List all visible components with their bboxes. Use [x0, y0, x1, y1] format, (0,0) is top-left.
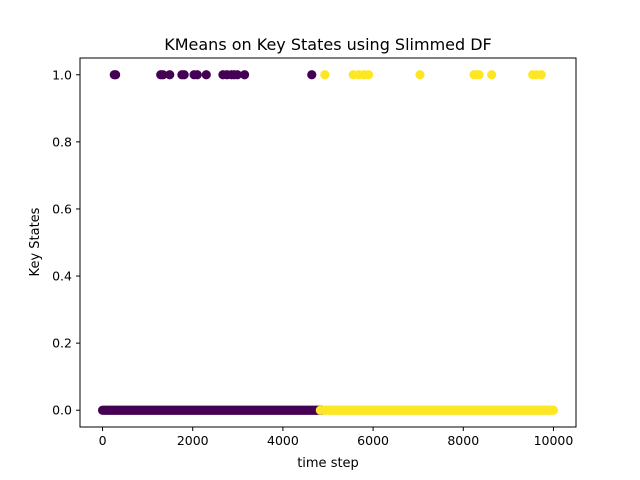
cluster-1-point-y1-12	[536, 70, 546, 80]
x-tick-label-1: 2000	[177, 433, 209, 448]
plot-frame	[79, 57, 577, 428]
cluster-0-point-y1-16	[307, 70, 317, 80]
cluster-0-point-y1-9	[201, 70, 211, 80]
y-tick-label-4: 0.8	[52, 134, 72, 149]
cluster-0-point-y1-15	[239, 70, 250, 80]
x-tick-label-3: 6000	[357, 433, 389, 448]
x-tick-label-0: 0	[99, 433, 107, 448]
y-tick-label-1: 0.2	[52, 336, 72, 351]
x-tick-label-2: 4000	[267, 433, 299, 448]
cluster-1-point-y1-8	[474, 70, 484, 80]
cluster-0-point-y1-8	[192, 70, 202, 80]
cluster-1-point-y0-0	[315, 405, 325, 415]
cluster-1-point-y1-0	[320, 70, 330, 80]
y-tick-label-5: 1.0	[52, 67, 72, 82]
x-axis: 0 2000 4000 6000 8000 10000	[99, 427, 574, 448]
cluster-0-point-y1-1	[111, 70, 121, 80]
y-tick-label-2: 0.4	[52, 269, 72, 284]
y-axis: 0.0 0.2 0.4 0.6 0.8 1.0	[52, 67, 80, 418]
y-tick-label-3: 0.6	[52, 201, 72, 216]
x-axis-label: time step	[297, 456, 359, 471]
cluster-0-point-y1-6	[179, 70, 189, 80]
cluster-0-point-y1-3	[158, 70, 168, 80]
cluster-0-point-y1-4	[165, 70, 175, 80]
cluster-1-point-y1-5	[415, 70, 425, 80]
x-tick-label-4: 8000	[447, 433, 479, 448]
chart-title: KMeans on Key States using Slimmed DF	[164, 35, 492, 54]
cluster-0-point-y1-14	[232, 70, 242, 80]
cluster-1-point-y1-9	[487, 70, 497, 80]
cluster-1-point-y1-4	[363, 70, 374, 80]
plot-area	[97, 70, 559, 415]
y-axis-label: Key States	[28, 207, 43, 276]
x-tick-label-5: 10000	[534, 433, 574, 448]
y-tick-label-0: 0.0	[52, 403, 72, 418]
